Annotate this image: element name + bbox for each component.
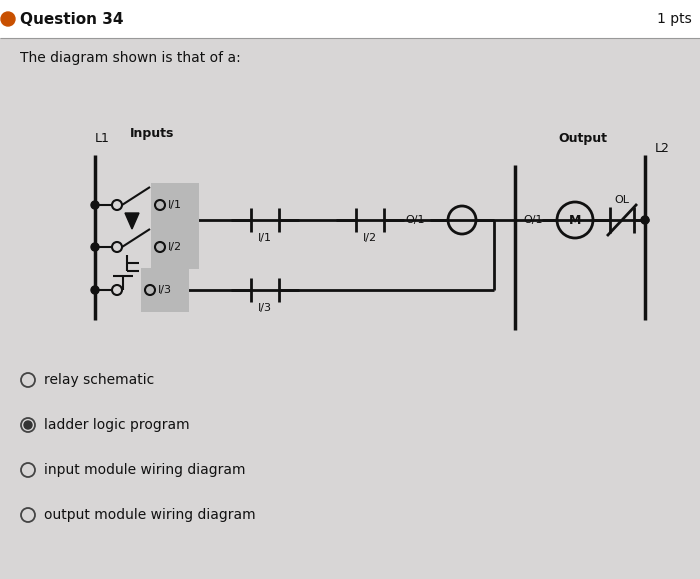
Text: I/1: I/1 (258, 233, 272, 243)
Circle shape (1, 12, 15, 26)
Text: L2: L2 (655, 142, 670, 155)
Text: input module wiring diagram: input module wiring diagram (44, 463, 246, 477)
Circle shape (24, 421, 32, 429)
Text: I/2: I/2 (168, 242, 182, 252)
Text: Output: Output (558, 132, 607, 145)
Text: L1: L1 (95, 132, 110, 145)
Polygon shape (125, 213, 139, 229)
Text: O/1: O/1 (523, 215, 542, 225)
Text: I/3: I/3 (258, 303, 272, 313)
Text: I/3: I/3 (158, 285, 172, 295)
Text: Inputs: Inputs (130, 127, 174, 140)
Text: O/1: O/1 (405, 215, 425, 225)
Text: OL: OL (615, 195, 629, 205)
Text: The diagram shown is that of a:: The diagram shown is that of a: (20, 51, 241, 65)
Text: 1 pts: 1 pts (657, 12, 692, 26)
Circle shape (91, 201, 99, 209)
Circle shape (91, 243, 99, 251)
Text: I/1: I/1 (168, 200, 182, 210)
Text: M: M (569, 214, 581, 226)
Text: I/2: I/2 (363, 233, 377, 243)
Circle shape (91, 286, 99, 294)
Text: ladder logic program: ladder logic program (44, 418, 190, 432)
Text: output module wiring diagram: output module wiring diagram (44, 508, 256, 522)
Bar (0, 0, 700, 38)
Text: relay schematic: relay schematic (44, 373, 154, 387)
Circle shape (641, 216, 649, 224)
Text: Question 34: Question 34 (20, 12, 123, 27)
